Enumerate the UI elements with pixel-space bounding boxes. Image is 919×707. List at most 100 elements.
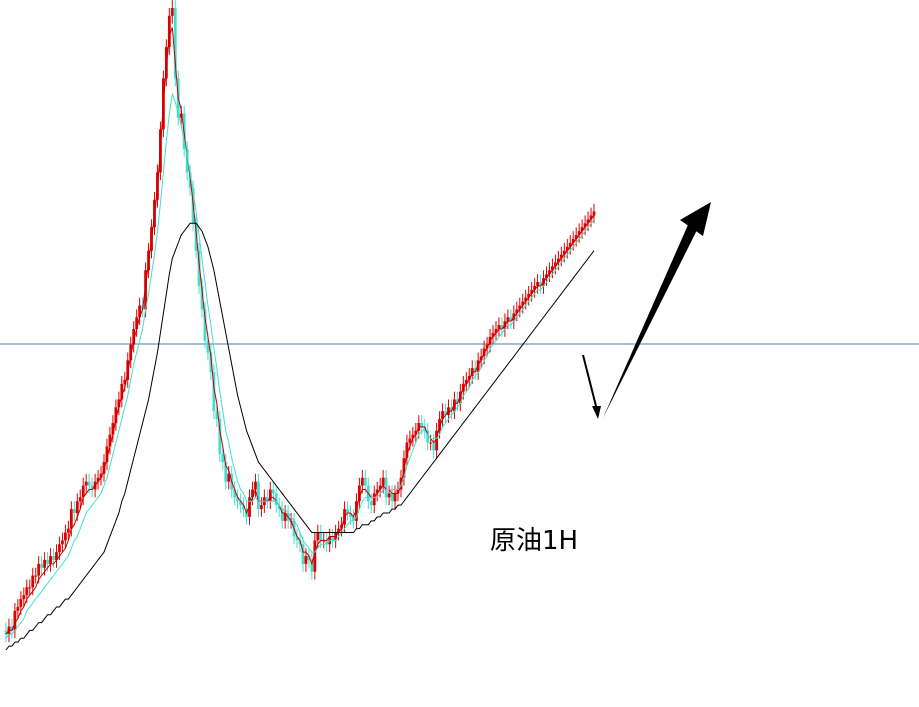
- candle-body: [574, 235, 578, 239]
- candle-body: [316, 532, 320, 541]
- candle-body: [233, 489, 237, 498]
- candle-body: [372, 493, 376, 506]
- candle-body: [283, 512, 287, 521]
- candle-body: [90, 485, 94, 490]
- candle-body: [355, 501, 358, 521]
- candle-body: [378, 485, 382, 490]
- candle-body: [34, 575, 38, 577]
- candle-body: [580, 227, 584, 232]
- candle-body: [66, 528, 70, 533]
- candle-body: [369, 501, 373, 506]
- candle-body: [349, 512, 352, 517]
- candle-body: [236, 497, 240, 502]
- candle-body: [420, 422, 424, 427]
- candle-body: [105, 446, 109, 463]
- candle-body: [49, 556, 52, 564]
- candle-body: [545, 274, 548, 279]
- candle-body: [96, 477, 100, 482]
- long-up-arrow-shaft: [603, 218, 699, 418]
- candle-body: [242, 505, 245, 510]
- candle-body: [518, 305, 522, 310]
- candle-body: [357, 485, 361, 502]
- candle-body: [592, 211, 596, 216]
- candle-body: [556, 258, 560, 263]
- candle-body: [432, 442, 436, 451]
- candle-body: [173, 8, 177, 79]
- candle-body: [75, 501, 79, 513]
- candle-body: [132, 329, 136, 345]
- candle-body: [455, 399, 459, 404]
- candle-body: [360, 477, 364, 486]
- candle-body: [114, 407, 118, 423]
- moving-averages-layer: [5, 27, 595, 651]
- candle-body: [16, 606, 20, 611]
- candle-body: [185, 148, 189, 173]
- candle-body: [221, 454, 225, 463]
- candle-body: [63, 532, 67, 541]
- candle-body: [72, 509, 76, 513]
- candle-body: [319, 532, 323, 541]
- candle-body: [453, 399, 456, 412]
- candle-body: [405, 442, 409, 459]
- candle-body: [423, 426, 427, 431]
- candle-body: [179, 113, 183, 118]
- candle-body: [254, 481, 257, 490]
- candle-body: [84, 481, 88, 486]
- candle-body: [111, 422, 115, 435]
- candle-body: [120, 383, 124, 400]
- candle-body: [381, 477, 385, 486]
- candle-body: [509, 317, 513, 322]
- candle-body: [251, 489, 254, 498]
- candle-body: [167, 15, 171, 48]
- candle-body: [479, 356, 483, 361]
- candle-body: [61, 540, 64, 545]
- candle-body: [586, 219, 590, 224]
- candle-body: [277, 505, 281, 510]
- candle-body: [224, 462, 228, 482]
- candle-body: [352, 516, 355, 521]
- candle-body: [408, 438, 412, 443]
- candle-body: [206, 340, 210, 353]
- candle-body: [55, 552, 58, 560]
- candle-body: [396, 489, 400, 494]
- candle-body: [78, 497, 82, 502]
- candle-body: [170, 8, 174, 16]
- candle-body: [438, 419, 441, 431]
- candle-body: [203, 309, 207, 341]
- candle-body: [37, 563, 41, 576]
- candle-body: [135, 317, 139, 329]
- moving-average-line: [5, 222, 595, 651]
- moving-average-line: [5, 27, 595, 635]
- candle-body: [527, 293, 531, 298]
- candle-body: [467, 375, 471, 380]
- candle-body: [28, 587, 32, 589]
- candle-body: [485, 344, 489, 349]
- candle-body: [500, 325, 504, 329]
- candle-body: [295, 536, 299, 541]
- candle-body: [530, 289, 534, 294]
- candle-body: [301, 544, 305, 564]
- candle-body: [108, 434, 112, 447]
- candle-body: [426, 430, 430, 443]
- candle-body: [265, 497, 269, 502]
- candle-body: [441, 411, 444, 420]
- candle-body: [209, 352, 213, 373]
- candle-body: [562, 250, 566, 255]
- candle-body: [215, 411, 219, 420]
- candle-body: [363, 477, 367, 486]
- arrow-layer: [582, 202, 711, 419]
- candle-body: [307, 556, 311, 560]
- candle-body: [548, 270, 551, 275]
- candle-body: [69, 509, 73, 529]
- candle-body: [58, 544, 61, 553]
- candle-body: [435, 430, 439, 451]
- candle-body: [494, 329, 498, 333]
- candle-body: [194, 223, 198, 251]
- moving-average-line: [5, 92, 595, 639]
- candle-body: [248, 497, 251, 517]
- candle-body: [200, 285, 204, 310]
- candle-body: [414, 430, 418, 435]
- candle-body: [218, 419, 222, 455]
